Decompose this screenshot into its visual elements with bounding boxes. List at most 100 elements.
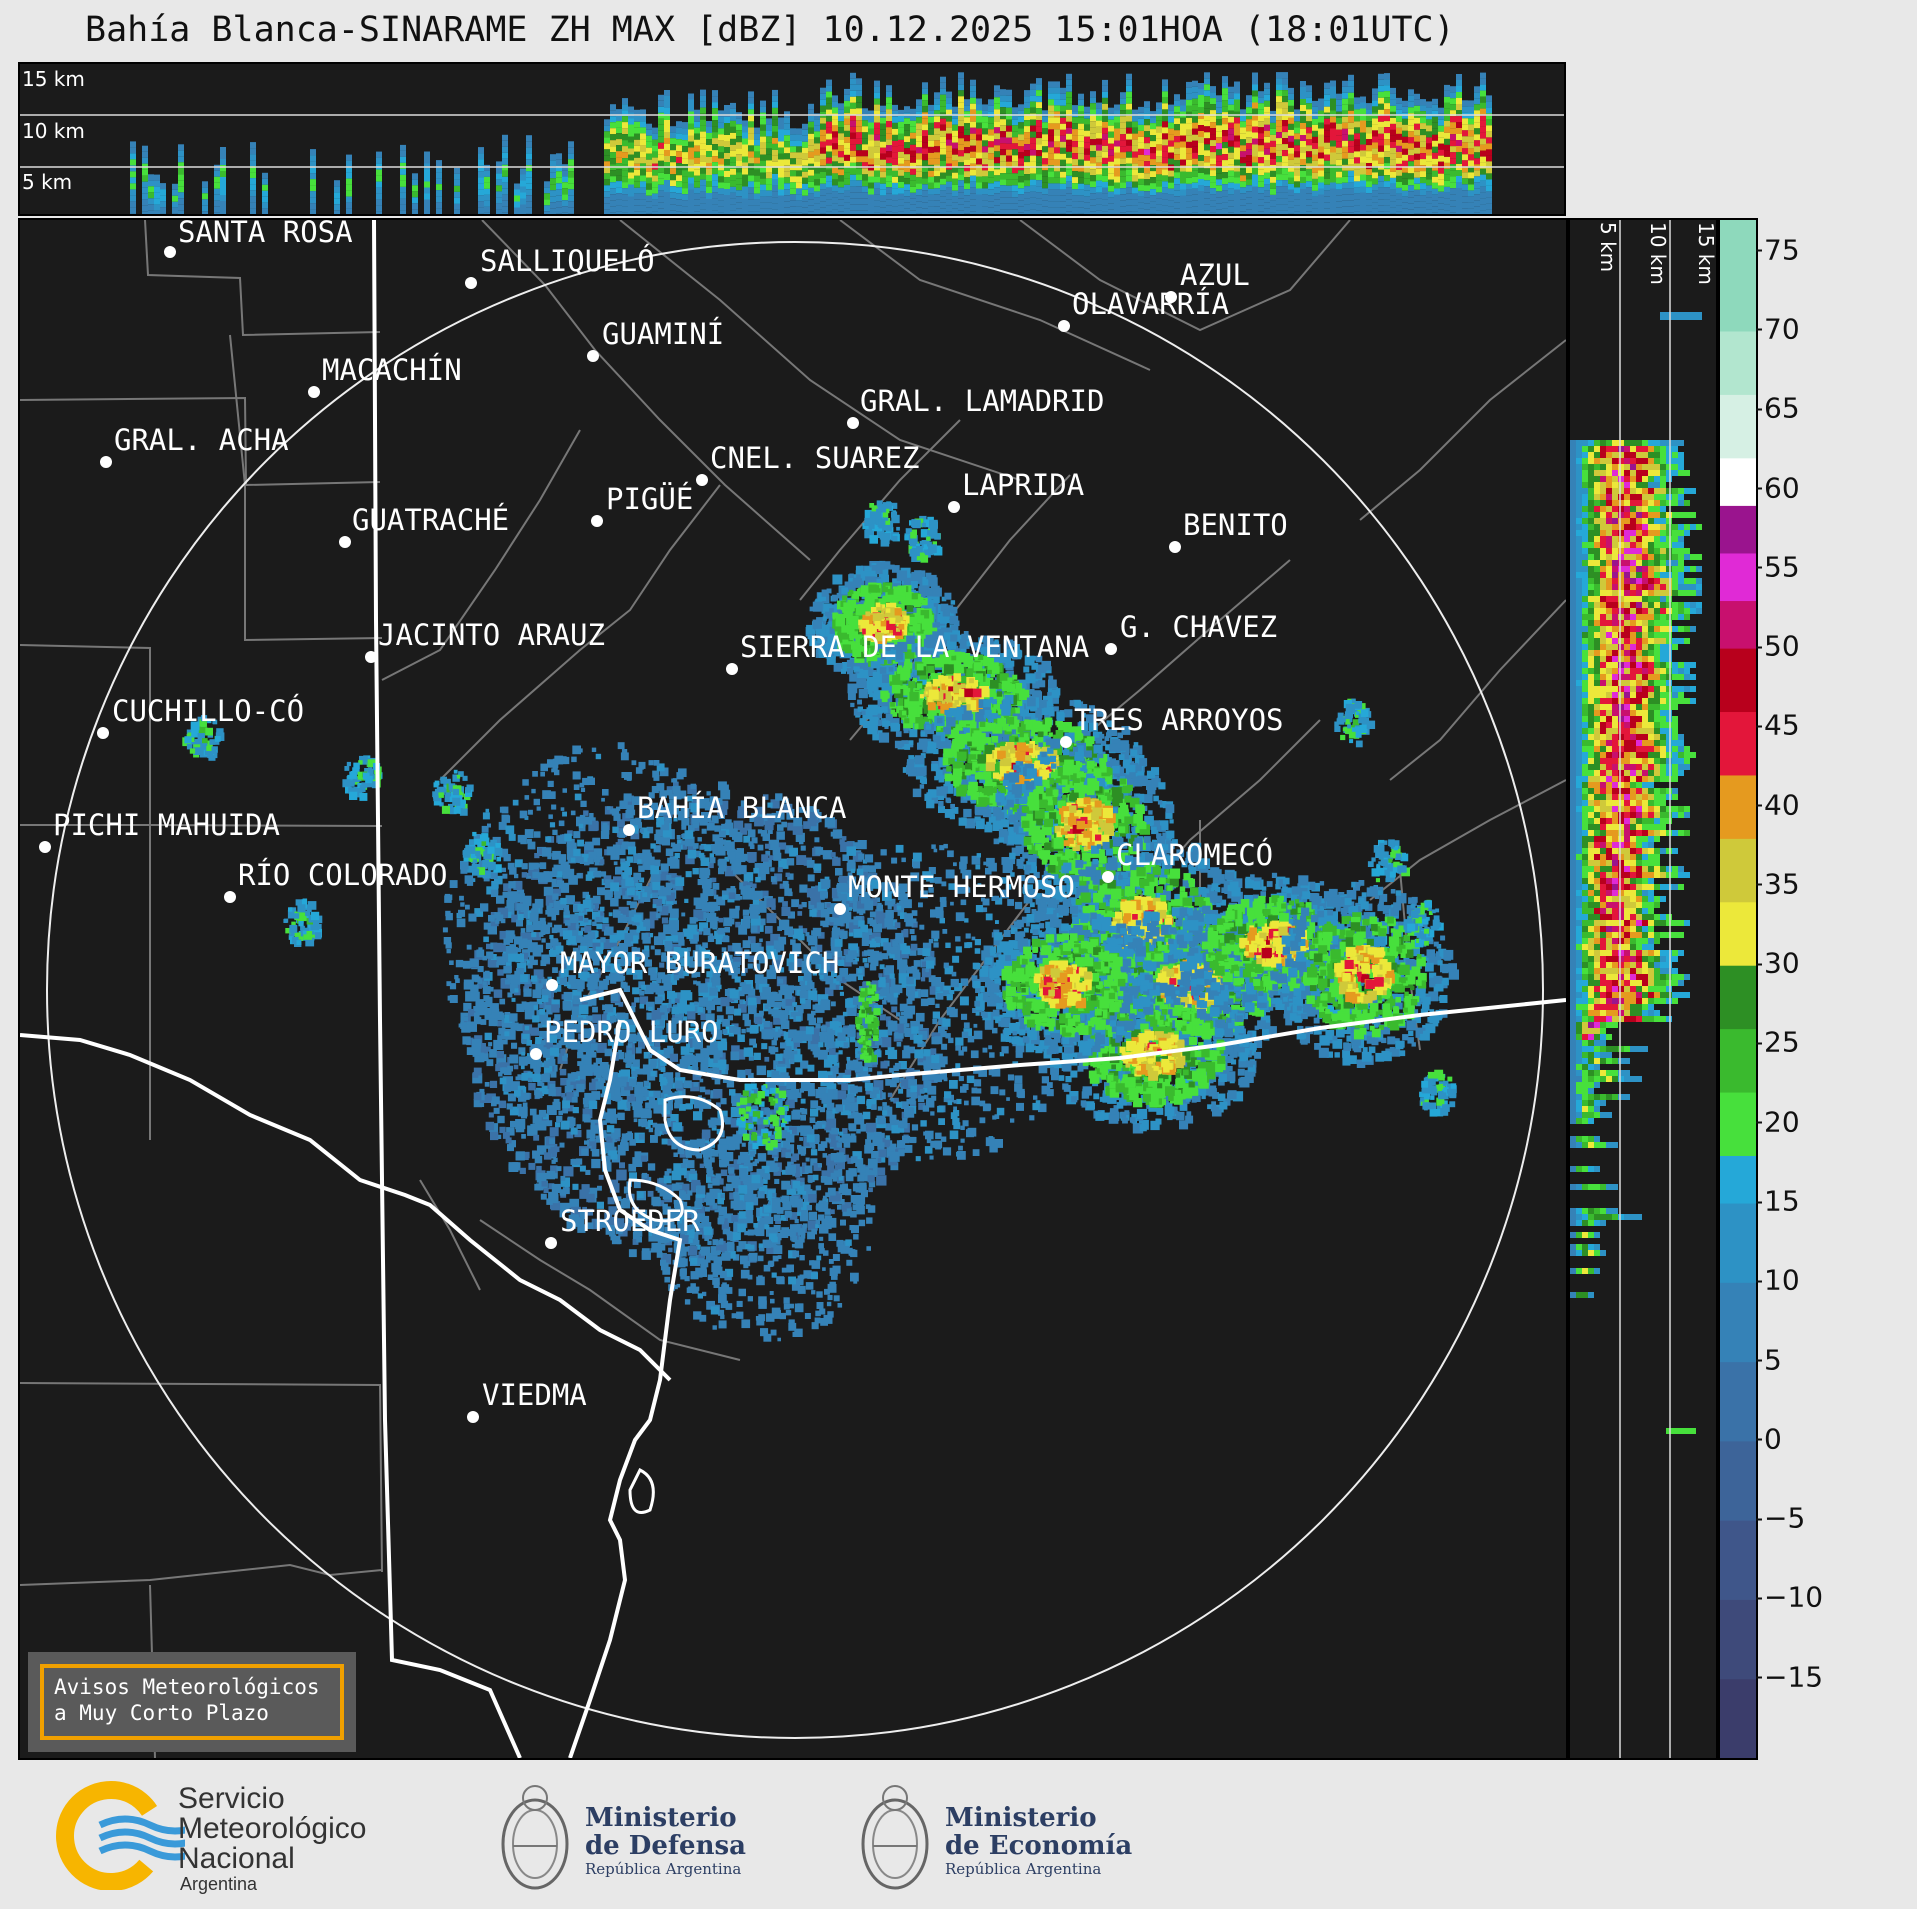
top-section-pixel xyxy=(784,165,790,172)
echo-pixel xyxy=(831,887,843,899)
top-section-pixel xyxy=(1480,132,1486,139)
top-section-pixel xyxy=(880,195,886,202)
echo-pixel xyxy=(803,821,811,829)
top-section-pixel xyxy=(664,174,670,180)
top-section-pixel xyxy=(1336,165,1342,172)
top-section-pixel xyxy=(1090,151,1096,158)
top-section-pixel xyxy=(1072,195,1078,202)
top-section-pixel xyxy=(1036,102,1042,109)
top-section-pixel xyxy=(1342,212,1348,214)
top-section-pixel xyxy=(1108,179,1114,186)
top-section-pixel xyxy=(1144,119,1150,126)
top-section-pixel xyxy=(664,192,670,198)
top-section-pixel xyxy=(1060,123,1066,130)
top-section-pixel xyxy=(1396,181,1402,188)
top-section-pixel xyxy=(1444,138,1450,145)
top-section-pixel xyxy=(754,187,760,194)
top-section-pixel xyxy=(1282,156,1288,163)
top-section-pixel xyxy=(1030,125,1036,132)
top-section-pixel xyxy=(1168,134,1174,141)
echo-pixel xyxy=(588,980,598,990)
top-section-pixel xyxy=(820,99,826,106)
top-section-pixel xyxy=(1192,146,1198,153)
top-section-pixel xyxy=(1186,171,1192,178)
top-section-pixel xyxy=(1468,172,1474,179)
top-section-pixel xyxy=(844,94,850,101)
top-section-pixel xyxy=(1324,196,1330,203)
top-section-pixel xyxy=(1288,147,1294,154)
top-section-pixel xyxy=(1036,108,1042,115)
top-section-pixel xyxy=(1324,178,1330,185)
top-section-pixel xyxy=(1468,130,1474,137)
top-section-pixel xyxy=(634,181,640,188)
top-section-pixel xyxy=(1408,167,1414,174)
echo-pixel xyxy=(866,879,876,889)
top-section-pixel xyxy=(988,153,994,160)
top-section-pixel xyxy=(1372,166,1378,173)
echo-pixel xyxy=(648,967,656,976)
top-section-pixel xyxy=(886,163,892,170)
top-section-pixel xyxy=(934,206,940,213)
top-section-pixel xyxy=(1054,171,1060,178)
top-section-pixel xyxy=(562,176,568,183)
top-section-pixel xyxy=(862,198,868,205)
top-section-pixel xyxy=(1384,157,1390,164)
top-section-pixel xyxy=(730,162,736,169)
top-section-pixel xyxy=(202,187,208,194)
top-section-pixel xyxy=(880,153,886,160)
echo-pixel xyxy=(662,1128,668,1135)
top-section-pixel xyxy=(1114,200,1120,207)
top-section-pixel xyxy=(1402,154,1408,161)
top-section-pixel xyxy=(1360,114,1366,121)
top-section-pixel xyxy=(760,178,766,185)
top-section-pixel xyxy=(1282,162,1288,169)
top-section-pixel xyxy=(1468,136,1474,143)
echo-pixel xyxy=(466,1047,475,1055)
top-section-pixel xyxy=(1228,146,1234,153)
top-section-pixel xyxy=(934,212,940,214)
top-section-pixel xyxy=(892,188,898,195)
top-section-pixel xyxy=(676,163,682,170)
top-section-pixel xyxy=(694,121,700,128)
top-section-pixel xyxy=(1102,85,1108,92)
top-section-pixel xyxy=(1036,192,1042,199)
echo-pixel xyxy=(842,1097,851,1106)
top-section-pixel xyxy=(1066,73,1072,80)
top-section-pixel xyxy=(1174,118,1180,125)
top-section-pixel xyxy=(1042,152,1048,159)
top-section-pixel xyxy=(1306,181,1312,188)
top-section-pixel xyxy=(820,117,826,124)
echo-pixel xyxy=(790,939,796,945)
top-section-pixel xyxy=(1378,151,1384,158)
top-section-pixel xyxy=(634,151,640,158)
echo-pixel xyxy=(905,918,914,927)
top-section-pixel xyxy=(1240,133,1246,140)
top-section-pixel xyxy=(982,200,988,207)
top-section-pixel xyxy=(1168,104,1174,111)
echo-pixel xyxy=(610,941,618,948)
top-section-pixel xyxy=(874,152,880,159)
echo-pixel xyxy=(625,910,637,921)
top-section-pixel xyxy=(1372,142,1378,149)
top-section-pixel xyxy=(856,210,862,214)
top-section-pixel xyxy=(928,134,934,141)
top-section-pixel xyxy=(718,176,724,183)
top-section-pixel xyxy=(1396,121,1402,128)
top-section-pixel xyxy=(1378,127,1384,134)
radar-map[interactable]: SANTA ROSA SALLIQUELÓ GUAMINÍ MACACHÍN GRAL.… xyxy=(18,218,1568,1760)
top-section-pixel xyxy=(652,181,658,188)
echo-pixel xyxy=(648,933,654,938)
top-section-pixel xyxy=(832,107,838,114)
top-section-pixel xyxy=(718,200,724,207)
top-section-pixel xyxy=(772,155,778,162)
top-section-pixel xyxy=(1204,180,1210,187)
echo-pixel xyxy=(637,1191,644,1199)
top-section-pixel xyxy=(874,158,880,165)
top-section-pixel xyxy=(1192,110,1198,117)
top-section-pixel xyxy=(868,182,874,189)
top-section-pixel xyxy=(1180,189,1186,196)
top-section-pixel xyxy=(262,202,268,209)
top-section-pixel xyxy=(1318,176,1324,183)
top-section-pixel xyxy=(1186,141,1192,148)
top-section-pixel xyxy=(688,213,694,214)
